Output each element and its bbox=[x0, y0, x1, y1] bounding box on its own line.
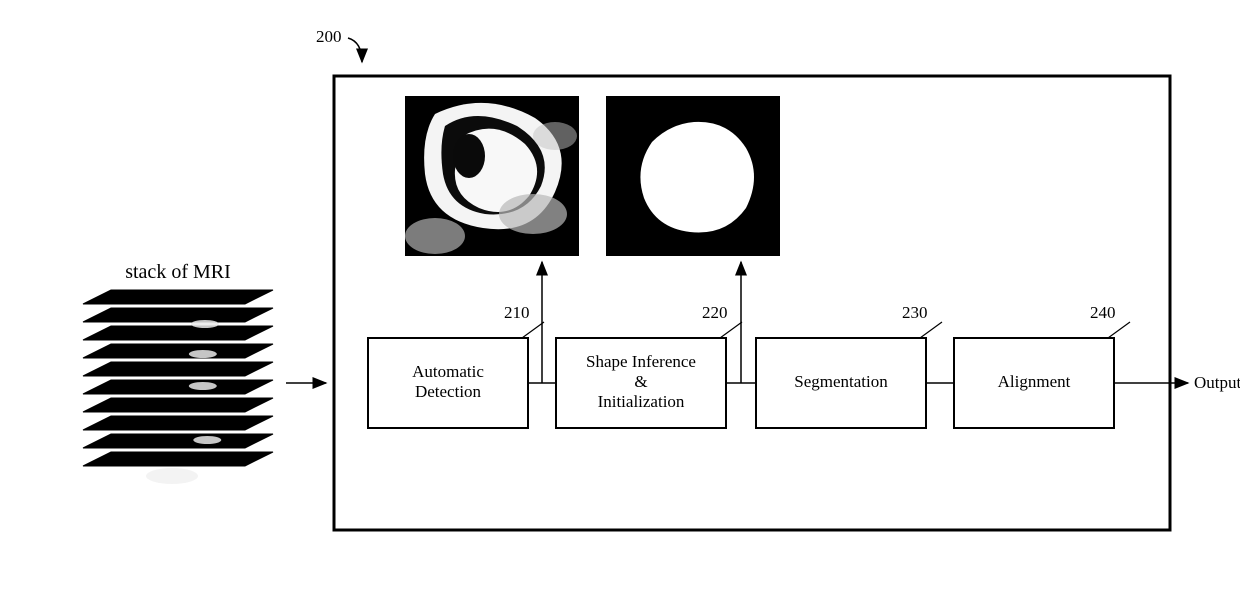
mri-stack bbox=[83, 290, 273, 484]
process-box-ref: 240 bbox=[1090, 303, 1116, 322]
process-box-label: Shape Inference bbox=[586, 352, 696, 371]
process-box-ref: 230 bbox=[902, 303, 928, 322]
process-box-label: Automatic bbox=[412, 362, 484, 381]
process-box-ref: 220 bbox=[702, 303, 728, 322]
process-box-label: Alignment bbox=[998, 372, 1071, 391]
process-box-ref: 210 bbox=[504, 303, 530, 322]
process-box-label: Initialization bbox=[598, 392, 685, 411]
output-label: Output bbox=[1194, 373, 1240, 392]
process-box-label: Detection bbox=[415, 382, 482, 401]
stack-label: stack of MRI bbox=[125, 261, 231, 283]
figure-ref-leader bbox=[348, 38, 362, 62]
mask-thumbnail bbox=[606, 96, 780, 256]
figure-ref-200: 200 bbox=[316, 27, 342, 46]
process-box-label: & bbox=[634, 372, 647, 391]
pipeline-figure: 200 stack of MRI AutomaticDetection 210 Shap… bbox=[0, 0, 1240, 607]
process-box-label: Segmentation bbox=[794, 372, 888, 391]
mri-thumbnail bbox=[405, 96, 579, 256]
